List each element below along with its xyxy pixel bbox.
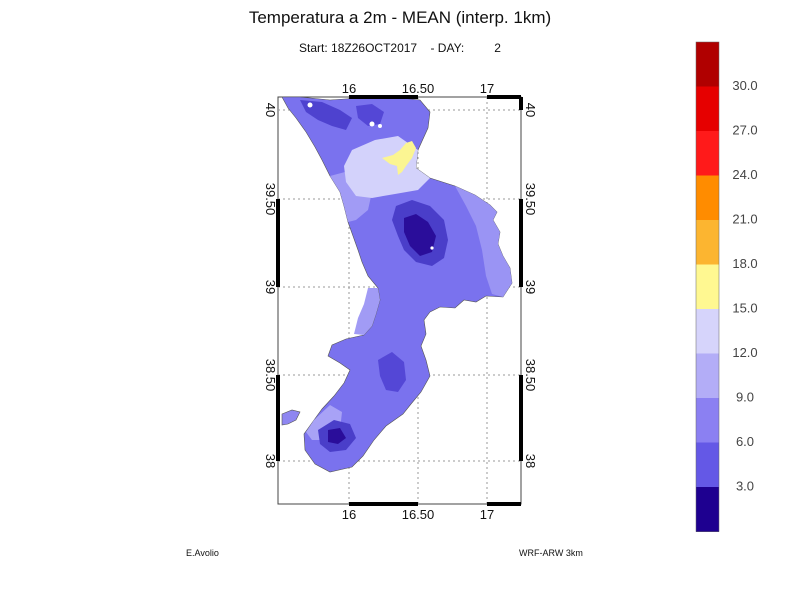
land-island <box>281 409 301 426</box>
colorbar-swatch <box>696 86 719 132</box>
lat-label-right: 40 <box>523 103 538 117</box>
land-warm-area <box>382 141 416 175</box>
colorbar-border <box>695 41 720 532</box>
lat-label-left: 39 <box>263 280 278 294</box>
colorbar-label: 21.0 <box>732 211 757 226</box>
colorbar-swatches <box>695 41 720 532</box>
colorbar-swatch <box>696 42 719 87</box>
lat-label-left: 40 <box>263 103 278 117</box>
colorbar-swatch <box>696 220 719 265</box>
colorbar-swatch <box>696 309 719 354</box>
colorbar-swatch <box>696 487 719 532</box>
lat-label-right: 38.50 <box>523 359 538 392</box>
colorbar-label: 9.0 <box>736 389 754 404</box>
frame-tick-bars <box>276 95 523 506</box>
start-value: 18Z26OCT2017 <box>331 41 418 55</box>
lon-label-bottom: 16.50 <box>402 507 435 522</box>
colorbar-label: 27.0 <box>732 122 757 137</box>
chart-subtitle: Start: 18Z26OCT2017 - DAY: 2 <box>0 41 800 55</box>
lat-label-left: 38.50 <box>263 359 278 392</box>
colorbar-label: 15.0 <box>732 300 757 315</box>
colorbar-labels: 30.0 27.0 24.0 21.0 18.0 15.0 12.0 9.0 6.0 3.0 <box>732 78 757 494</box>
author-credit: E.Avolio <box>186 548 219 558</box>
start-label: Start: <box>299 41 328 55</box>
lat-label-right: 39.50 <box>523 183 538 216</box>
lat-label-right: 39 <box>523 280 538 294</box>
lat-label-left: 39.50 <box>263 183 278 216</box>
colorbar-label: 18.0 <box>732 256 757 271</box>
lon-label-top: 16 <box>342 81 356 96</box>
land-very-cold-aspromonte <box>328 428 346 444</box>
colorbar-label: 6.0 <box>736 434 754 449</box>
colorbar-swatch <box>696 264 719 310</box>
peak-markers <box>307 102 434 250</box>
colorbar-label: 12.0 <box>732 345 757 360</box>
colorbar-swatch <box>696 131 719 176</box>
model-credit: WRF-ARW 3km <box>519 548 583 558</box>
colorbar-label: 3.0 <box>736 478 754 493</box>
day-value: 2 <box>494 41 501 55</box>
land-very-cold-sila <box>404 214 436 256</box>
colorbar-swatch <box>696 398 719 443</box>
lat-label-left: 38 <box>263 454 278 468</box>
chart-title: Temperatura a 2m - MEAN (interp. 1km) <box>248 8 552 27</box>
colorbar-swatch <box>696 442 719 488</box>
lon-label-bottom: 16 <box>342 507 356 522</box>
lon-label-top: 17 <box>480 81 494 96</box>
land-mild <box>455 186 512 297</box>
lon-label-top: 16.50 <box>402 81 435 96</box>
calabria-landmass <box>281 96 513 473</box>
colorbar-label: 30.0 <box>732 78 757 93</box>
lat-label-right: 38 <box>523 454 538 468</box>
land-cold-serre <box>378 352 406 392</box>
colorbar-swatch <box>696 175 719 221</box>
colorbar-swatch <box>696 353 719 399</box>
colorbar-label: 24.0 <box>732 167 757 182</box>
lon-label-bottom: 17 <box>480 507 494 522</box>
day-label: - DAY: <box>430 41 465 55</box>
land-cold-north <box>300 100 352 130</box>
land-cold-north <box>356 104 384 126</box>
land-mild <box>354 288 380 335</box>
